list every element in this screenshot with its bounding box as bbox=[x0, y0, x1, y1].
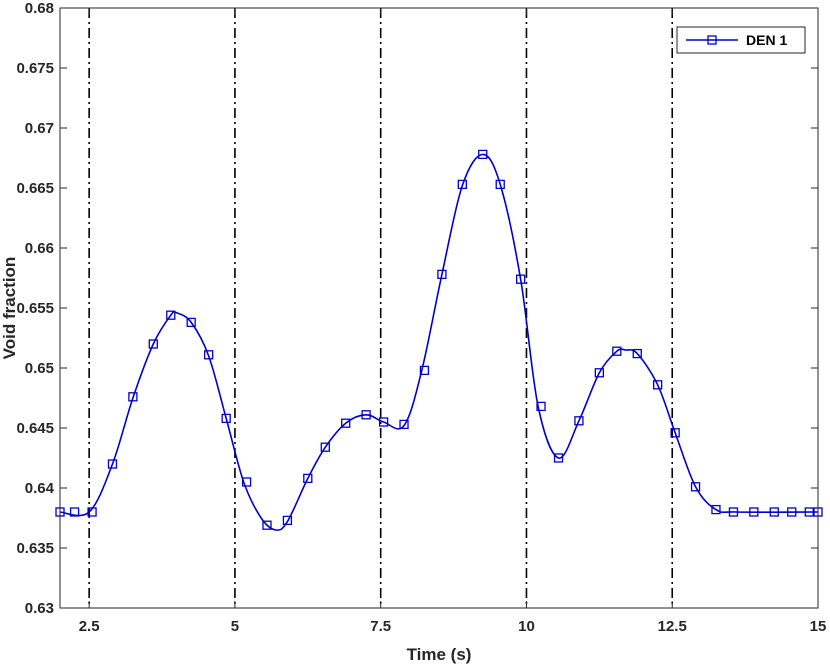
data-point-marker bbox=[128, 392, 138, 402]
data-point-marker bbox=[457, 179, 467, 190]
x-tick-label: 10 bbox=[518, 618, 535, 635]
data-point-marker bbox=[419, 365, 430, 376]
y-tick-label: 0.63 bbox=[25, 600, 54, 617]
data-point-marker bbox=[107, 459, 118, 469]
data-point-marker bbox=[690, 482, 701, 492]
data-point-marker bbox=[787, 507, 797, 517]
x-axis-label: Time (s) bbox=[407, 645, 472, 664]
data-point-marker bbox=[574, 416, 584, 426]
data-point-marker bbox=[399, 419, 409, 430]
data-point-marker bbox=[320, 442, 330, 452]
data-point-marker bbox=[204, 350, 214, 360]
data-point-marker bbox=[166, 310, 176, 320]
data-point-marker bbox=[69, 507, 80, 517]
y-tick-label: 0.665 bbox=[16, 180, 54, 197]
y-tick-label: 0.645 bbox=[16, 420, 54, 437]
data-point-marker bbox=[553, 453, 564, 463]
legend: DEN 1 bbox=[676, 26, 806, 54]
data-point-marker bbox=[282, 515, 293, 526]
data-point-marker bbox=[769, 507, 779, 517]
data-point-marker bbox=[515, 274, 526, 284]
data-point-marker bbox=[341, 418, 351, 428]
x-tick-label: 2.5 bbox=[79, 618, 100, 635]
data-point-marker bbox=[221, 413, 231, 424]
data-point-marker bbox=[804, 507, 814, 517]
series-line-den-1 bbox=[59, 153, 819, 531]
y-tick-label: 0.655 bbox=[16, 300, 54, 317]
x-tick-label: 7.5 bbox=[370, 618, 391, 635]
y-axis: 0.63 0.635 0.64 0.645 0.65 0.655 0.66 0.665 0.67… bbox=[16, 0, 818, 617]
data-point-marker bbox=[711, 504, 721, 515]
series-layer bbox=[59, 153, 819, 531]
data-point-marker bbox=[632, 348, 642, 359]
data-point-marker bbox=[670, 428, 680, 438]
data-point-marker bbox=[262, 520, 272, 530]
y-axis-label: Void fraction bbox=[0, 257, 19, 360]
y-tick-label: 0.64 bbox=[25, 480, 55, 497]
data-point-marker bbox=[728, 507, 739, 517]
data-point-marker bbox=[148, 339, 158, 349]
data-point-marker bbox=[612, 346, 622, 356]
data-point-marker bbox=[361, 410, 371, 420]
x-tick-label: 12.5 bbox=[658, 618, 687, 635]
y-tick-label: 0.635 bbox=[16, 540, 54, 557]
x-axis: 2.5 5 7.5 10 12.5 15 bbox=[79, 8, 827, 635]
data-point-marker bbox=[378, 417, 389, 427]
data-point-marker bbox=[495, 179, 505, 190]
x-tick-label: 5 bbox=[231, 618, 239, 635]
legend-entry-label: DEN 1 bbox=[746, 32, 787, 48]
y-tick-label: 0.68 bbox=[25, 0, 54, 17]
data-point-marker bbox=[303, 473, 313, 484]
data-point-marker bbox=[536, 401, 546, 412]
y-tick-label: 0.67 bbox=[25, 120, 54, 137]
y-tick-label: 0.65 bbox=[25, 360, 54, 377]
x-tick-label: 15 bbox=[810, 618, 827, 635]
legend-square-marker bbox=[707, 35, 717, 45]
data-point-marker bbox=[478, 149, 488, 160]
y-tick-label: 0.675 bbox=[16, 60, 54, 77]
data-point-marker bbox=[653, 380, 663, 390]
data-point-marker bbox=[186, 317, 196, 328]
data-point-marker bbox=[241, 477, 252, 487]
y-tick-label: 0.66 bbox=[25, 240, 54, 257]
data-point-marker bbox=[87, 507, 97, 517]
data-point-marker bbox=[749, 507, 759, 517]
data-point-marker bbox=[437, 269, 447, 280]
data-point-marker bbox=[594, 368, 604, 378]
